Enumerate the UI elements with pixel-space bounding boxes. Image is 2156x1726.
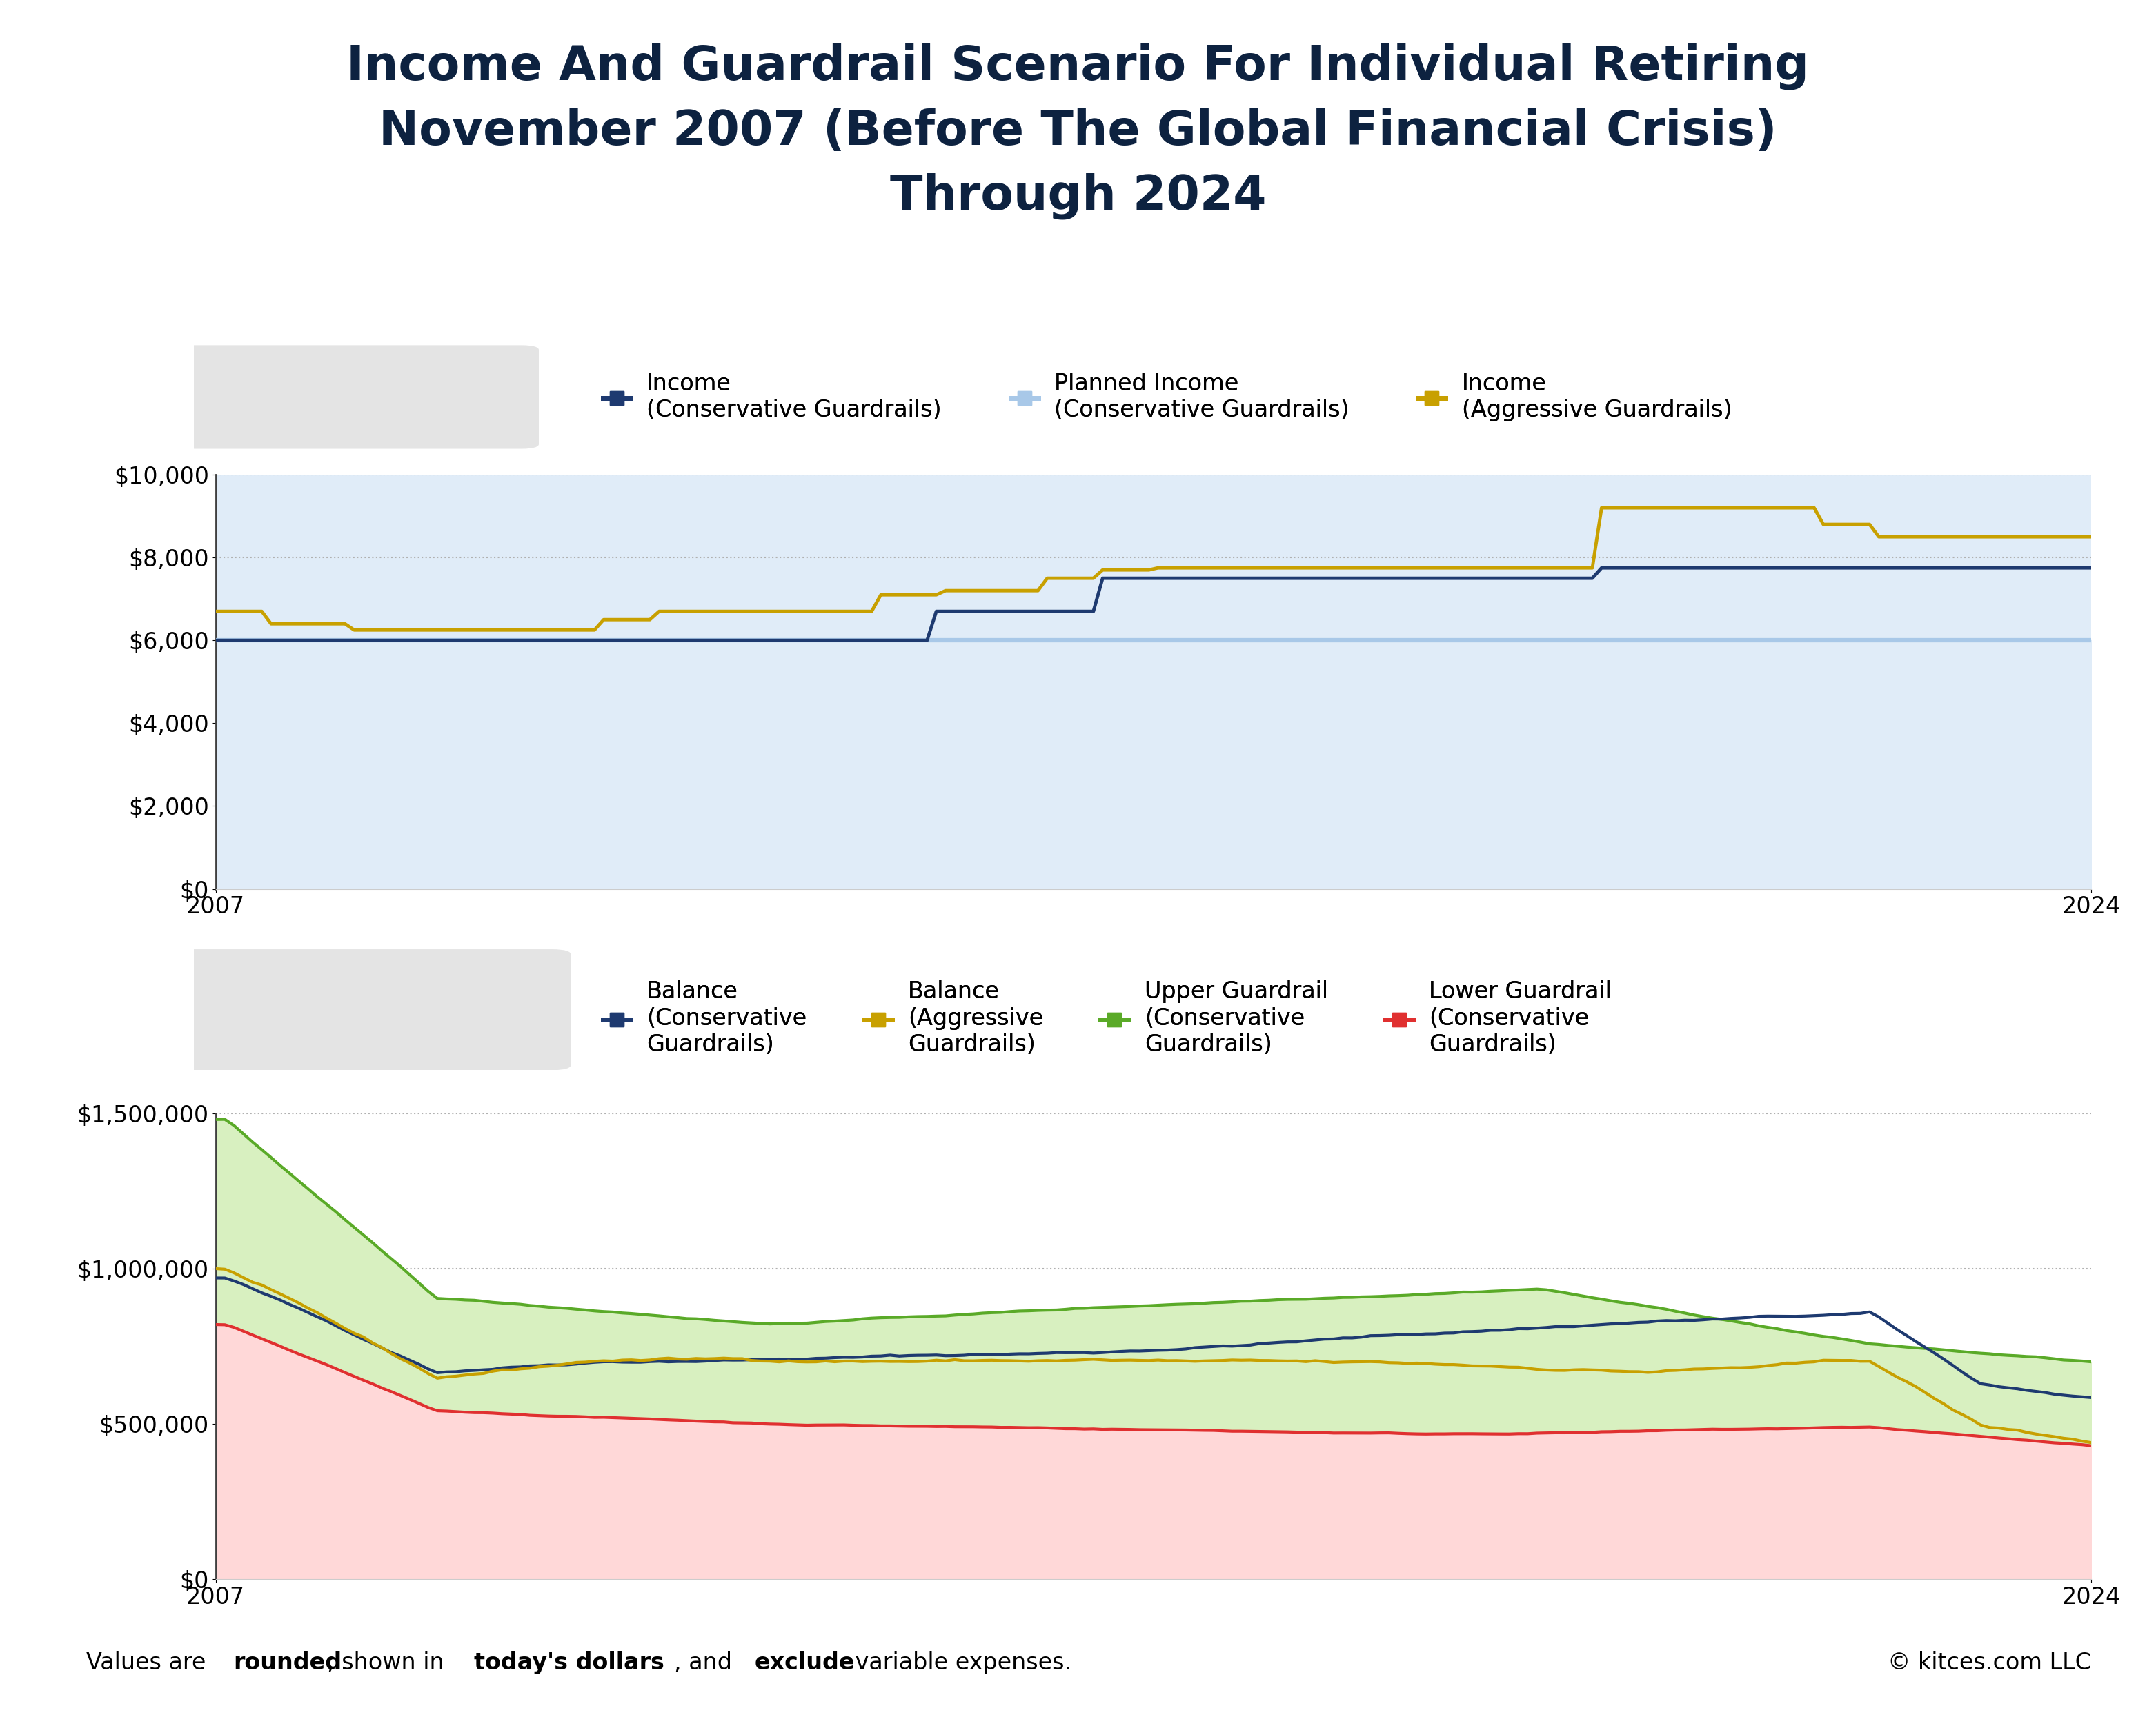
Legend: Income
(Conservative Guardrails), Planned Income
(Conservative Guardrails), Inco: Income (Conservative Guardrails), Planne… [593, 362, 1742, 432]
FancyBboxPatch shape [175, 949, 571, 1070]
Text: , shown in: , shown in [328, 1652, 451, 1674]
Text: Values are: Values are [86, 1652, 213, 1674]
Text: today's dollars: today's dollars [474, 1652, 664, 1674]
Text: variable expenses.: variable expenses. [847, 1652, 1072, 1674]
Text: Income: Income [304, 383, 414, 411]
Legend: Balance
(Conservative
Guardrails), Balance
(Aggressive
Guardrails), Upper Guardr: Balance (Conservative Guardrails), Balan… [593, 972, 1621, 1065]
Text: © kitces.com LLC: © kitces.com LLC [1889, 1652, 2091, 1674]
Text: Income And Guardrail Scenario For Individual Retiring
November 2007 (Before The : Income And Guardrail Scenario For Indivi… [347, 43, 1809, 219]
Text: exclude: exclude [755, 1652, 856, 1674]
Text: , and: , and [675, 1652, 740, 1674]
Text: rounded: rounded [233, 1652, 341, 1674]
FancyBboxPatch shape [177, 345, 539, 449]
Text: Balance & Guardrails: Balance & Guardrails [216, 996, 535, 1024]
